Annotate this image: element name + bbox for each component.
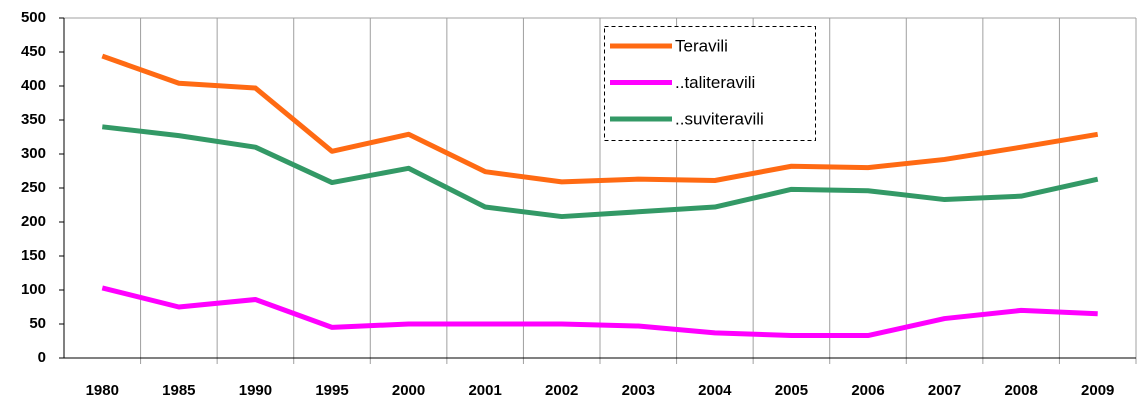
x-tick-label: 2001 <box>468 382 501 399</box>
x-tick-label: 2003 <box>622 382 655 399</box>
y-tick-label: 300 <box>21 145 46 162</box>
y-tick-label: 0 <box>38 349 46 366</box>
x-tick-label: 1990 <box>239 382 272 399</box>
y-tick-label: 350 <box>21 111 46 128</box>
y-tick-label: 500 <box>21 9 46 26</box>
x-tick-label: 2008 <box>1004 382 1037 399</box>
x-tick-label: 2005 <box>775 382 808 399</box>
x-tick-label: 2000 <box>392 382 425 399</box>
y-tick-label: 450 <box>21 43 46 60</box>
y-tick-label: 400 <box>21 77 46 94</box>
x-tick-label: 1980 <box>86 382 119 399</box>
legend-label: ..suviteravili <box>675 109 764 128</box>
legend-label: ..taliteravili <box>675 73 755 92</box>
x-tick-label: 2004 <box>698 382 732 399</box>
y-tick-label: 100 <box>21 281 46 298</box>
x-tick-label: 2006 <box>851 382 884 399</box>
x-tick-label: 2009 <box>1081 382 1114 399</box>
legend-label: Teravili <box>675 36 728 55</box>
y-tick-label: 200 <box>21 213 46 230</box>
x-tick-label: 2002 <box>545 382 578 399</box>
y-tick-label: 50 <box>29 315 46 332</box>
x-tick-label: 2007 <box>928 382 961 399</box>
series-line <box>101 53 1099 185</box>
x-tick-label: 1995 <box>315 382 348 399</box>
x-tick-label: 1985 <box>162 382 195 399</box>
series-line <box>101 124 1099 220</box>
series-line <box>101 285 1098 339</box>
y-tick-label: 250 <box>21 179 46 196</box>
y-tick-label: 150 <box>21 247 46 264</box>
